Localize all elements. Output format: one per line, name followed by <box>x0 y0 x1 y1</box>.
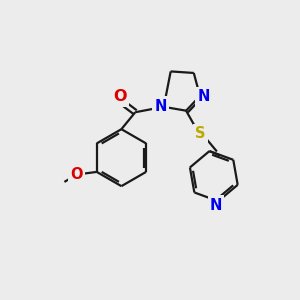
Text: N: N <box>198 89 210 104</box>
Text: N: N <box>210 197 222 212</box>
Text: O: O <box>70 167 83 182</box>
Text: N: N <box>154 99 167 114</box>
Text: O: O <box>113 89 127 104</box>
Text: S: S <box>196 126 206 141</box>
